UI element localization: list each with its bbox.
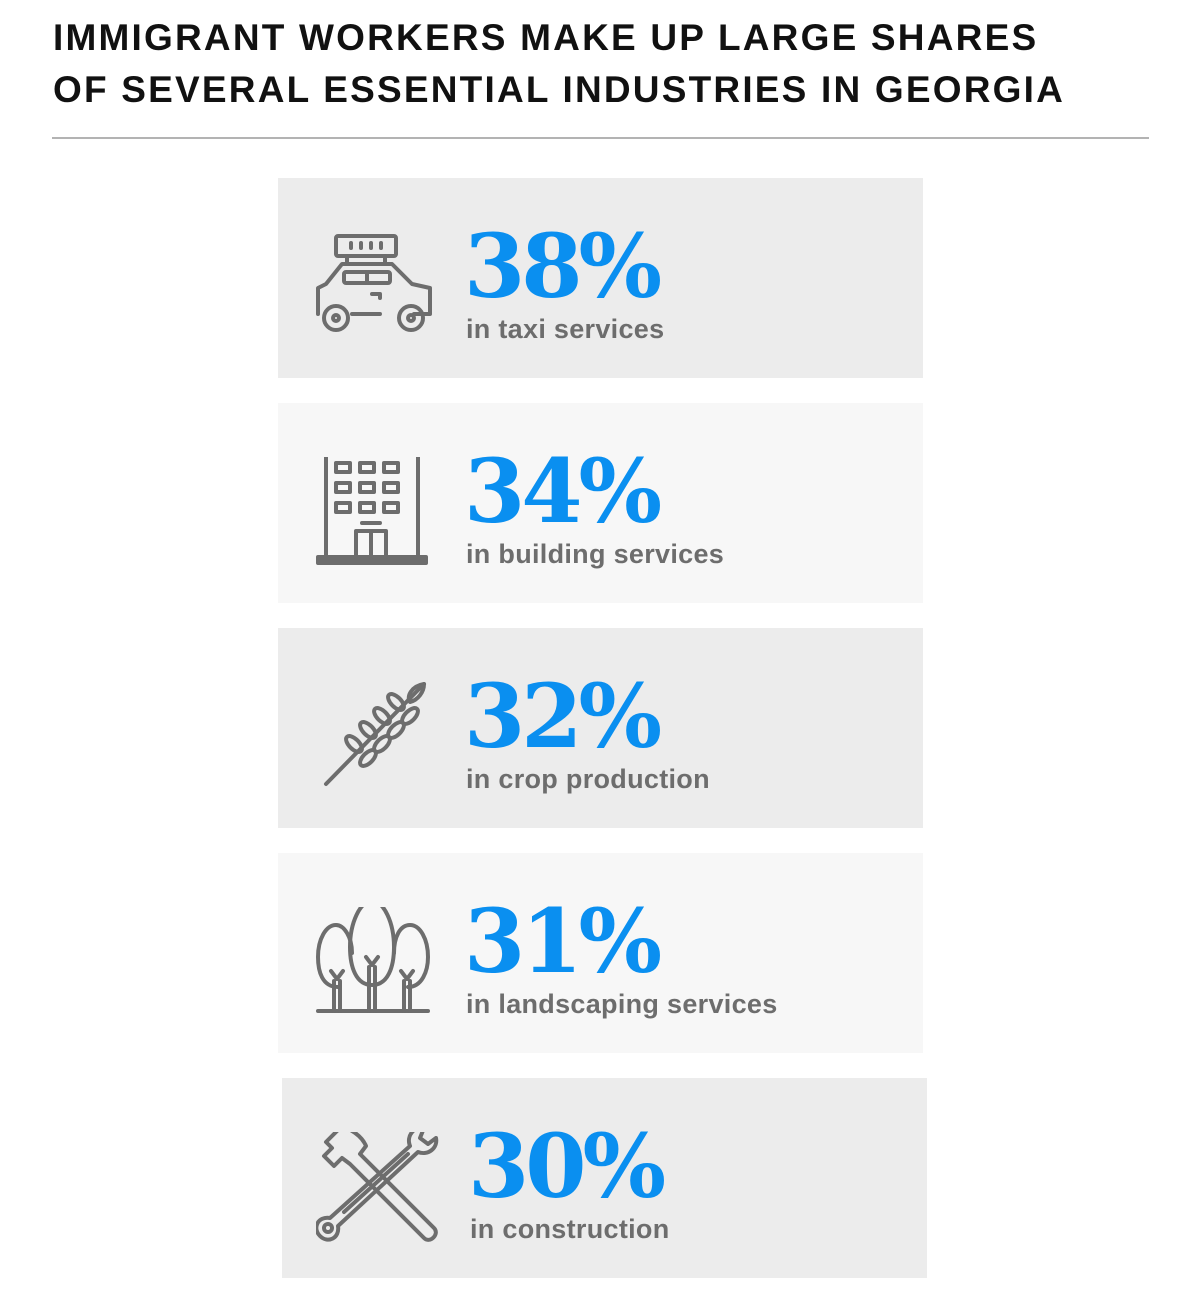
stat-label: in building services (466, 539, 725, 569)
stat-card-landscaping: 31% in landscaping services (278, 853, 923, 1053)
trees-icon (314, 899, 438, 1031)
taxi-icon (314, 232, 438, 356)
building-icon (314, 451, 438, 581)
page-title: IMMIGRANT WORKERS MAKE UP LARGE SHARES O… (53, 12, 1065, 116)
stat-label: in crop production (466, 764, 710, 794)
wheat-icon (314, 682, 438, 806)
stat-value: 32% (464, 664, 662, 768)
tools-icon (314, 1124, 440, 1256)
stat-value: 38% (464, 214, 662, 318)
stat-card-taxi: 38% in taxi services (278, 178, 923, 378)
stat-label: in landscaping services (466, 989, 778, 1019)
stat-value: 30% (468, 1114, 666, 1218)
title-divider (52, 137, 1149, 139)
title-line-1: IMMIGRANT WORKERS MAKE UP LARGE SHARES (53, 17, 1039, 58)
title-line-2: OF SEVERAL ESSENTIAL INDUSTRIES IN GEORG… (53, 69, 1066, 110)
stat-card-building: 34% in building services (278, 403, 923, 603)
stat-label: in construction (470, 1214, 670, 1244)
stat-card-crop: 32% in crop production (278, 628, 923, 828)
stat-card-construction: 30% in construction (282, 1078, 927, 1278)
stat-value: 34% (464, 439, 662, 543)
stat-label: in taxi services (466, 314, 665, 344)
stat-value: 31% (464, 889, 662, 993)
